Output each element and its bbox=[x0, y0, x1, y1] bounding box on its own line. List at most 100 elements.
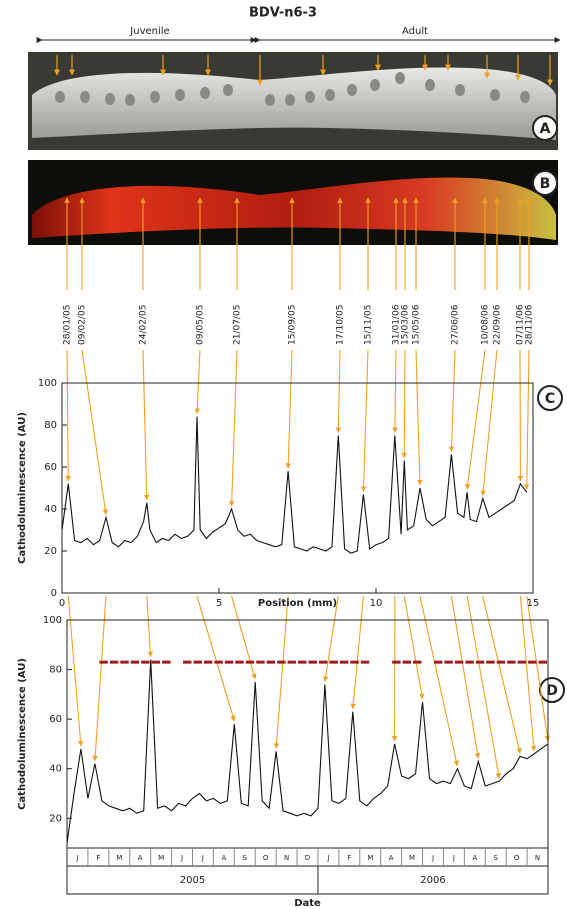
panel-letter: D bbox=[546, 683, 558, 699]
x-tick-label: A bbox=[138, 854, 143, 862]
figure-title: BDV-n6-3 bbox=[249, 6, 317, 21]
connector-arrow bbox=[196, 595, 236, 722]
x-tick-label: S bbox=[243, 854, 248, 862]
y-axis-title: Cathodoluminescence (AU) bbox=[17, 658, 28, 810]
connector-arrow bbox=[419, 595, 459, 767]
date-label: 15/11/05 bbox=[364, 305, 374, 345]
date-label: 07/11/06 bbox=[516, 304, 526, 345]
year-label: 2006 bbox=[420, 875, 445, 886]
x-tick-label: N bbox=[535, 854, 540, 862]
date-label: 28/11/06 bbox=[525, 304, 535, 345]
x-tick-label: J bbox=[201, 854, 204, 862]
panel-letter: C bbox=[545, 391, 555, 407]
connector-arrow bbox=[482, 595, 522, 754]
connector-arrow bbox=[464, 349, 486, 490]
date-label: 17/10/05 bbox=[336, 305, 346, 345]
connector-arrow bbox=[448, 349, 456, 452]
signal-line bbox=[61, 416, 528, 554]
panel-letter: B bbox=[540, 176, 551, 192]
x-tick-label: M bbox=[409, 854, 415, 862]
date-axis-box bbox=[66, 847, 549, 895]
y-tick-label: 100 bbox=[43, 615, 62, 626]
connector-arrow bbox=[194, 349, 201, 415]
connector-arrow bbox=[526, 595, 551, 742]
x-axis-title: Position (mm) bbox=[258, 598, 337, 609]
connector-arrow bbox=[273, 595, 289, 749]
photo-arrows bbox=[54, 55, 553, 86]
date-label: 15/05/06 bbox=[412, 304, 422, 345]
date-label: 09/05/05 bbox=[196, 305, 206, 345]
connector-arrow bbox=[67, 595, 84, 747]
signal-line bbox=[66, 659, 549, 844]
date-labels: 28/01/05 09/02/05 24/02/05 09/05/05 21/07/05… bbox=[63, 304, 535, 345]
connector-arrow bbox=[81, 349, 108, 515]
date-label: 22/09/06 bbox=[493, 304, 503, 345]
x-tick-label: 10 bbox=[370, 598, 383, 609]
connector-arrow bbox=[231, 595, 257, 680]
x-tick-label: F bbox=[96, 854, 100, 862]
x-tick-label: 0 bbox=[59, 598, 65, 609]
x-tick-label: J bbox=[431, 854, 434, 862]
x-tick-label: J bbox=[326, 854, 329, 862]
y-tick-label: 60 bbox=[44, 462, 57, 473]
connector-arrow bbox=[285, 349, 293, 469]
date-label: 28/01/05 bbox=[63, 305, 73, 345]
y-axis-title: Cathodoluminescence (AU) bbox=[17, 412, 28, 564]
year-label: 2005 bbox=[180, 875, 205, 886]
y-tick-label: 80 bbox=[49, 665, 62, 676]
panel-badge bbox=[532, 115, 558, 141]
x-tick-label: N bbox=[284, 854, 289, 862]
x-tick-label: A bbox=[389, 854, 394, 862]
date-label: 21/07/05 bbox=[233, 305, 243, 345]
date-label: 15/09/05 bbox=[288, 305, 298, 345]
connector-arrow bbox=[350, 595, 364, 710]
connector-arrow bbox=[450, 595, 481, 759]
connector-arrow bbox=[524, 349, 530, 490]
connector-arrow bbox=[92, 595, 107, 762]
date-arrows bbox=[64, 197, 551, 779]
panel-badge bbox=[537, 385, 563, 411]
y-tick-label: 100 bbox=[38, 378, 57, 389]
y-tick-label: 0 bbox=[51, 588, 57, 599]
x-tick-label: M bbox=[116, 854, 122, 862]
y-tick-label: 40 bbox=[44, 504, 57, 515]
plot-frame bbox=[66, 619, 549, 849]
connector-arrow bbox=[519, 595, 537, 752]
x-tick-label: 5 bbox=[216, 598, 222, 609]
x-tick-label: S bbox=[493, 854, 498, 862]
date-label: 24/02/05 bbox=[139, 305, 149, 345]
x-tick-label: D bbox=[305, 854, 310, 862]
x-tick-label: J bbox=[452, 854, 455, 862]
x-tick-label: J bbox=[180, 854, 183, 862]
plot-frame bbox=[61, 382, 534, 594]
x-axis-title: Date bbox=[294, 898, 321, 909]
connector-arrow bbox=[466, 595, 502, 779]
connector-arrow bbox=[228, 349, 238, 507]
date-label: 27/06/06 bbox=[451, 304, 461, 345]
panel-letter: A bbox=[540, 121, 551, 137]
charts: 0 20 40 60 80 100 Cathodoluminescence (AU) 0 5 10… bbox=[17, 378, 549, 909]
date-label: 15/03/06 bbox=[401, 304, 411, 345]
x-tick-label: M bbox=[367, 854, 373, 862]
date-label: 31/01/06 bbox=[392, 304, 402, 345]
x-tick-label: M bbox=[158, 854, 164, 862]
x-tick-label: O bbox=[514, 854, 520, 862]
x-tick-label: O bbox=[263, 854, 269, 862]
connector-arrow bbox=[65, 349, 71, 482]
date-label: 10/08/06 bbox=[481, 304, 491, 345]
x-tick-label: A bbox=[472, 854, 477, 862]
x-tick-label: F bbox=[347, 854, 351, 862]
y-tick-label: 60 bbox=[49, 714, 62, 725]
connector-arrow bbox=[403, 595, 425, 700]
connector-arrow bbox=[335, 349, 342, 434]
connector-arrow bbox=[401, 349, 408, 459]
connector-arrow bbox=[322, 595, 339, 682]
stage-label: Adult bbox=[402, 26, 428, 37]
y-tick-label: 20 bbox=[49, 813, 62, 824]
connector-arrow bbox=[415, 349, 423, 486]
connector-arrow bbox=[142, 349, 150, 501]
x-tick-label: 15 bbox=[527, 598, 540, 609]
connector-arrow bbox=[392, 349, 398, 434]
connector-arrow bbox=[480, 349, 498, 497]
